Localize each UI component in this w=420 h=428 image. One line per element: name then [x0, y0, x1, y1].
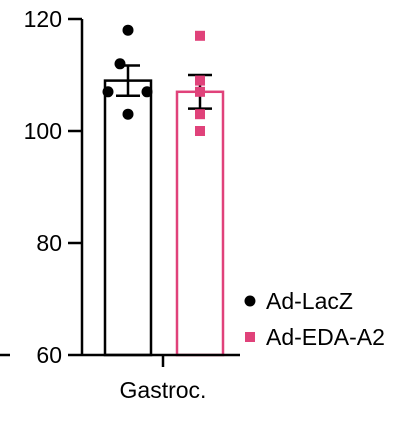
legend-label-ad-lacz: Ad-LacZ	[266, 288, 353, 314]
x-tick-label-gastroc: Gastroc.	[120, 377, 207, 403]
legend-item-ad-eda-a2: Ad-EDA-A2	[245, 324, 385, 350]
bars	[103, 79, 225, 357]
data-point-ad-eda-a2	[195, 86, 205, 97]
data-point-ad-lacz	[102, 86, 114, 98]
y-tick-label: 120	[24, 6, 62, 32]
legend-label-ad-eda-a2: Ad-EDA-A2	[266, 324, 385, 350]
data-point-ad-eda-a2	[195, 126, 205, 136]
y-tick-label: 80	[36, 230, 62, 256]
data-point-ad-eda-a2	[195, 109, 205, 120]
data-point-ad-eda-a2	[195, 75, 205, 86]
x-axis: Gastroc.	[82, 353, 240, 403]
legend-item-ad-lacz: Ad-LacZ	[244, 288, 353, 314]
data-point-ad-eda-a2	[195, 30, 205, 41]
data-point-ad-lacz	[122, 24, 134, 36]
legend: Ad-LacZ Ad-EDA-A2	[244, 288, 385, 350]
data-points	[102, 24, 205, 136]
data-point-ad-lacz	[141, 86, 153, 98]
data-point-ad-lacz	[114, 58, 126, 70]
legend-marker-ad-lacz	[244, 295, 256, 307]
y-tick-label: 100	[24, 118, 62, 144]
bar-ad-lacz	[103, 79, 153, 357]
y-tick-label: 60	[36, 342, 62, 368]
data-point-ad-lacz	[122, 108, 134, 120]
y-axis: 60 80 100 120	[0, 6, 84, 368]
legend-marker-ad-eda-a2	[245, 332, 255, 342]
